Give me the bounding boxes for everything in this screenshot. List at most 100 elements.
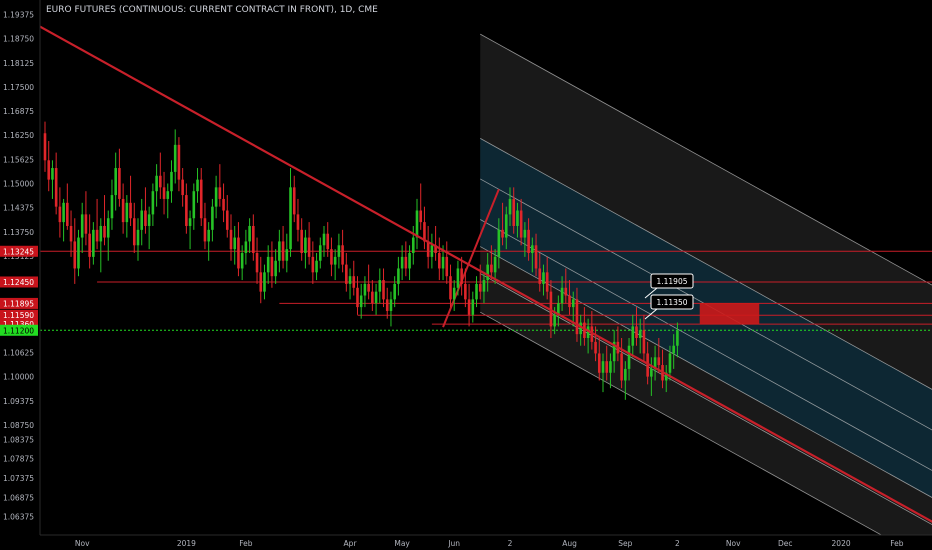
y-tick-label-15: 1.10000 [3,373,34,382]
candle-body-43 [203,218,207,242]
candle-body-10 [80,214,84,238]
y-tick-label-1: 1.18750 [3,35,34,44]
candle-body-81 [345,264,348,284]
candle-body-138 [557,303,560,315]
candle-body-1 [47,160,51,180]
candle-body-135 [545,272,549,292]
candle-body-84 [356,287,359,308]
candle-body-19 [114,168,117,196]
candle-body-25 [136,229,140,246]
candle-body-2 [51,168,54,180]
candle-body-12 [88,233,91,257]
y-tick-label-16: 1.09375 [3,397,34,406]
price-axis-bg [0,0,40,550]
candle-body-52 [237,237,240,269]
candle-body-139 [560,287,564,304]
time-axis-bg [0,535,932,550]
channel-line-5 [480,246,932,498]
candle-body-79 [337,245,341,257]
candle-body-108 [445,256,449,277]
level-tag-0: 1.13245 [3,247,34,256]
candle-body-155 [620,353,623,381]
y-tick-label-4: 1.16875 [3,107,34,116]
y-tick-label-22: 1.06375 [3,513,34,522]
candle-body-34 [170,171,173,192]
candle-body-35 [173,144,177,172]
candle-body-38 [185,195,188,226]
candle-body-83 [352,276,356,288]
level-tag-4: 1.11360 [3,320,34,329]
candle-body-109 [449,276,452,300]
candle-body-87 [367,283,370,292]
candle-body-97 [404,256,408,269]
candle-body-130 [527,229,530,254]
level-tag-3: 1.11590 [3,311,34,320]
candle-body-112 [460,268,463,284]
candle-body-59 [263,272,266,292]
candle-body-133 [538,268,542,284]
candle-body-147 [590,326,594,342]
candle-body-41 [196,179,199,192]
candle-body-39 [188,218,192,226]
level-tag-3-bg [0,309,38,321]
zone-callout-pointer-1 [644,308,658,320]
candle-body-128 [519,210,523,238]
x-tick-label-1: 2019 [177,539,196,548]
trendline-0 [33,22,932,523]
candle-body-56 [252,225,255,254]
channel-line-2 [480,138,932,390]
candle-body-117 [478,283,482,292]
time-axis: Nov 2019 Feb Apr May Jun 2 Aug Sep 2 Nov Dec 2020 Feb [0,534,932,550]
candle-body-91 [382,280,385,300]
candle-body-85 [359,295,363,308]
candle-body-78 [333,256,337,265]
candle-body-102 [423,222,426,242]
candle-body-45 [211,206,214,230]
candle-body-164 [653,357,657,369]
candle-body-68 [296,214,300,230]
candle-body-72 [311,256,315,273]
channel-line-0 [480,33,932,286]
x-tick-label-4: May [394,539,410,548]
candle-body-37 [181,179,184,196]
candle-body-24 [132,218,136,246]
candle-body-46 [214,187,218,207]
candle-body-98 [408,253,411,269]
x-tick-label-11: Dec [778,539,793,548]
candle-body-158 [631,326,635,346]
candle-body-93 [389,299,393,311]
candle-body-95 [397,268,400,284]
candle-body-67 [292,187,296,215]
candle-body-167 [664,372,668,381]
candle-body-88 [371,291,374,304]
candle-body-44 [207,229,210,242]
y-tick-label-21: 1.06875 [3,493,34,502]
candle-body-111 [456,268,460,288]
y-tick-label-20: 1.07375 [3,474,34,483]
candle-body-104 [430,245,434,257]
candle-body-160 [638,330,642,338]
candle-body-18 [110,195,114,219]
candle-body-150 [601,361,605,373]
zone-callout-label-1: 1.11350 [656,298,687,307]
candle-body-26 [140,210,144,230]
x-tick-label-0: Nov [75,539,90,548]
level-tag-1-bg [0,276,38,288]
candle-body-146 [586,326,590,338]
candle-body-170 [676,330,679,346]
channel-line-1 [480,311,910,550]
candle-body-153 [612,341,616,362]
current-price-tag: 1.11200 [3,326,34,335]
level-tag-2: 1.11895 [3,299,34,308]
candle-body-127 [516,210,519,226]
candle-body-101 [419,210,423,223]
candle-body-113 [464,283,467,300]
x-tick-label-12: 2020 [832,539,851,548]
y-tick-label-5: 1.16250 [3,131,34,140]
y-tick-label-17: 1.08750 [3,421,34,430]
candle-body-90 [378,280,382,292]
candle-body-60 [266,256,270,273]
candle-body-54 [244,241,248,254]
candle-body-31 [159,175,162,188]
